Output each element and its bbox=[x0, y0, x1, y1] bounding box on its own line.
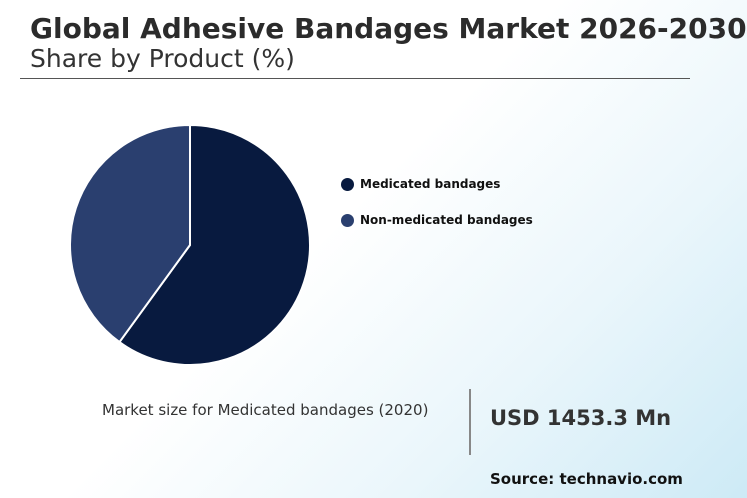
legend-item-non-medicated: Non-medicated bandages bbox=[341, 211, 533, 229]
chart-legend: Medicated bandages Non-medicated bandage… bbox=[341, 175, 533, 247]
market-size-divider bbox=[469, 389, 471, 455]
legend-marker-non-medicated bbox=[341, 213, 354, 227]
pie-slice-medicated bbox=[118, 124, 311, 366]
market-size-label: Market size for Medicated bandages (2020… bbox=[102, 401, 429, 419]
legend-label-non-medicated: Non-medicated bandages bbox=[360, 213, 533, 227]
pie-slice-non-medicated bbox=[69, 124, 191, 344]
legend-marker-medicated bbox=[341, 177, 354, 191]
chart-title: Global Adhesive Bandages Market 2026-203… bbox=[30, 12, 747, 45]
market-size-value: USD 1453.3 Mn bbox=[490, 406, 672, 430]
source-credit: Source: technavio.com bbox=[490, 470, 683, 488]
chart-subtitle: Share by Product (%) bbox=[30, 44, 295, 73]
title-divider bbox=[20, 78, 690, 79]
legend-item-medicated: Medicated bandages bbox=[341, 175, 533, 193]
legend-label-medicated: Medicated bandages bbox=[360, 177, 501, 191]
